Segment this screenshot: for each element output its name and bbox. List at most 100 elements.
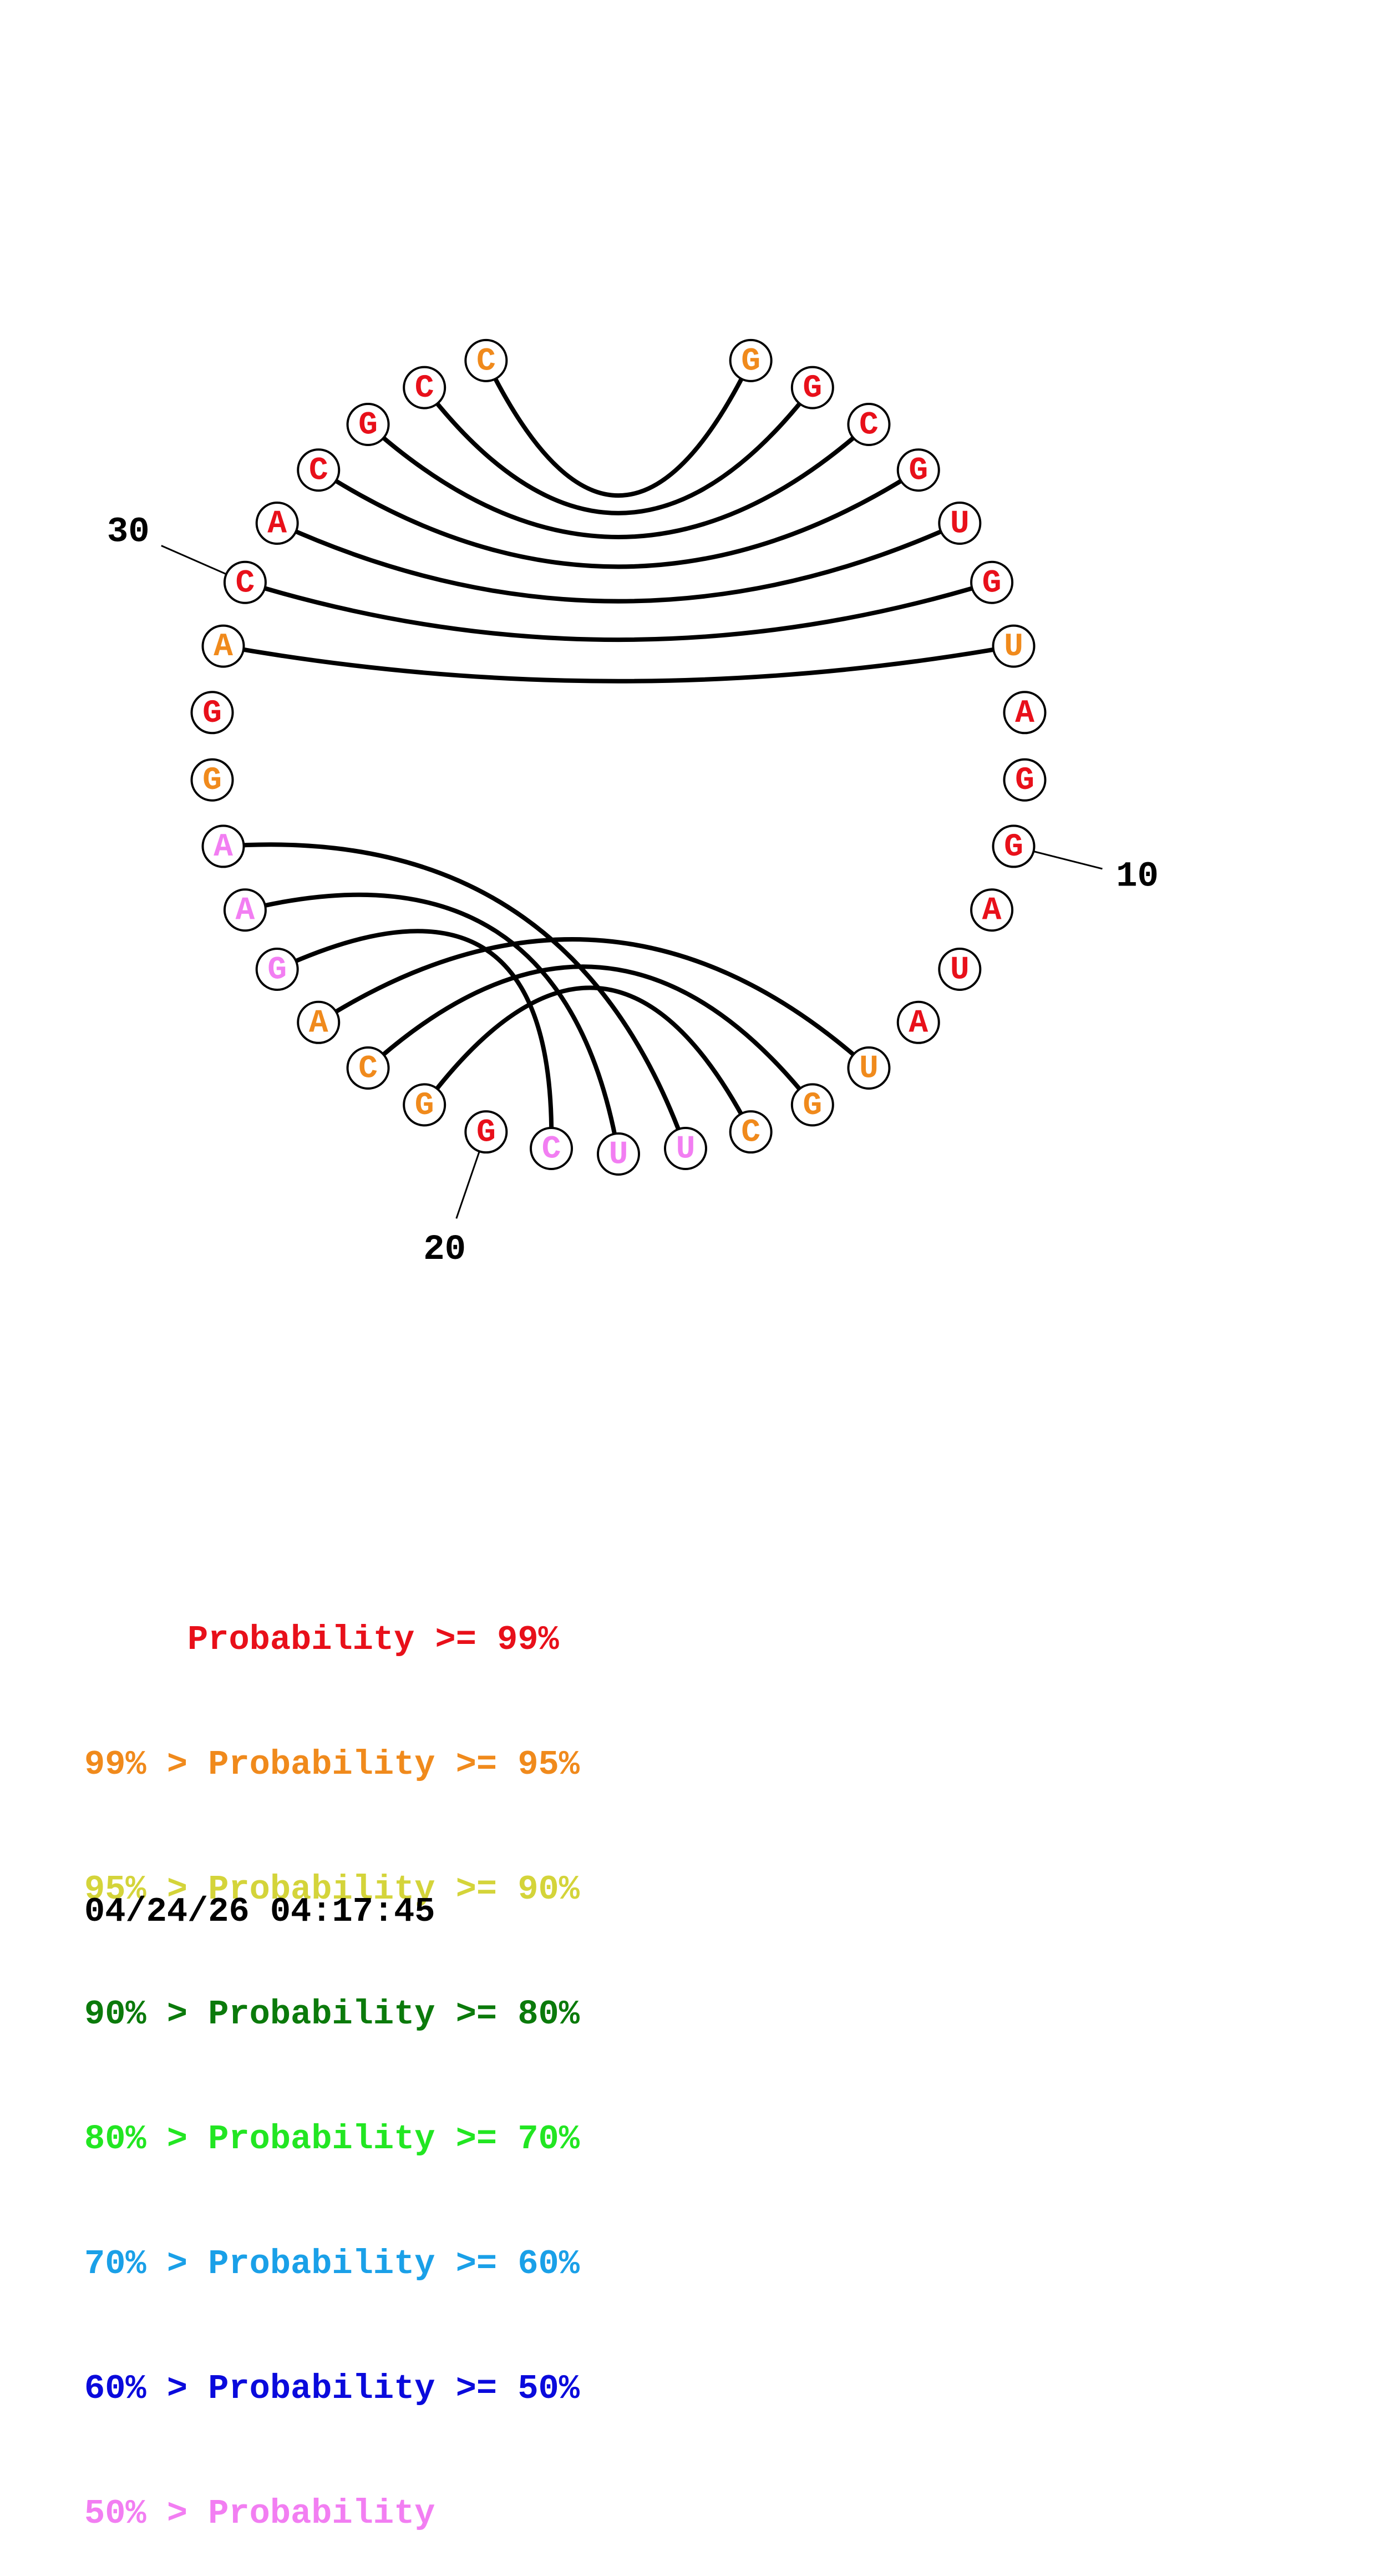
nucleotide-letter: G bbox=[1015, 763, 1034, 799]
legend-row: 60% > Probability >= 50% bbox=[84, 2369, 580, 2408]
nucleotide-circle bbox=[790, 1083, 834, 1127]
tick-line bbox=[455, 1151, 480, 1219]
nucleotide: C bbox=[464, 338, 508, 382]
nucleotide-letter: G bbox=[1004, 829, 1023, 866]
base-pair-arc bbox=[317, 937, 871, 1070]
nucleotide-letter: G bbox=[803, 1088, 822, 1124]
nucleotide-circle bbox=[992, 624, 1036, 668]
nucleotide: G bbox=[190, 691, 234, 735]
position-label: 30 bbox=[107, 512, 150, 552]
base-pair-arc bbox=[366, 423, 871, 539]
base-pair-arc bbox=[222, 644, 1014, 684]
nucleotide-letter: A bbox=[982, 893, 1002, 929]
nucleotide: G bbox=[1003, 758, 1047, 802]
nucleotide-letter: A bbox=[1015, 696, 1034, 732]
nucleotide-letter: G bbox=[982, 565, 1002, 601]
position-ticks: 10 20 30 bbox=[107, 512, 1159, 1270]
nucleotide-circle bbox=[464, 1110, 508, 1154]
nucleotide: C bbox=[530, 1126, 574, 1170]
nucleotide: G bbox=[790, 366, 834, 409]
legend-row: 80% > Probability >= 70% bbox=[84, 2119, 580, 2159]
nucleotide-circle bbox=[1003, 691, 1047, 735]
nucleotide-letter: U bbox=[859, 1051, 879, 1087]
nucleotide-letter: U bbox=[1004, 629, 1023, 665]
nucleotide-circle bbox=[896, 448, 940, 492]
nucleotide-circle bbox=[1003, 758, 1047, 802]
legend-row: 50% > Probability bbox=[84, 2494, 435, 2533]
nucleotide-letter: G bbox=[803, 371, 822, 407]
base-pair-arc bbox=[317, 468, 920, 569]
nucleotide-letter: A bbox=[236, 893, 255, 929]
nucleotide-circle bbox=[255, 948, 299, 991]
position-label: 10 bbox=[1116, 857, 1159, 897]
nucleotide-circle bbox=[223, 888, 267, 932]
nucleotide: A bbox=[201, 824, 245, 868]
nucleotide: G bbox=[790, 1083, 834, 1127]
nucleotide: G bbox=[729, 338, 773, 382]
nucleotide: G bbox=[464, 1110, 508, 1154]
timestamp: 04/24/26 04:17:45 bbox=[84, 1892, 435, 1931]
base-pair-arc bbox=[423, 386, 814, 515]
nucleotide: G bbox=[992, 824, 1036, 868]
nucleotide-circle bbox=[729, 1110, 773, 1154]
nucleotide-circle bbox=[190, 691, 234, 735]
legend-row: 95% > Probability >= 90% bbox=[84, 1870, 580, 1909]
nucleotide-letter: U bbox=[676, 1131, 696, 1167]
nucleotide-circle bbox=[847, 1046, 891, 1090]
nucleotide-circle bbox=[663, 1126, 707, 1170]
nucleotide: A bbox=[297, 1000, 341, 1044]
nucleotide-letter: G bbox=[202, 696, 222, 732]
nucleotide-letter: C bbox=[236, 565, 255, 601]
nucleotide: A bbox=[896, 1000, 940, 1044]
nucleotide: G bbox=[970, 560, 1014, 604]
nucleotide-circle bbox=[297, 448, 341, 492]
nucleotide: U bbox=[663, 1126, 707, 1170]
legend-row: Probability >= 99% bbox=[84, 1620, 559, 1659]
nucleotide: G bbox=[190, 758, 234, 802]
nucleotide: U bbox=[992, 624, 1036, 668]
nucleotide: C bbox=[223, 560, 267, 604]
nucleotide: A bbox=[255, 501, 299, 545]
nucleotide-circle bbox=[970, 888, 1014, 932]
nucleotide-circle bbox=[403, 366, 447, 409]
nucleotide-letter: G bbox=[358, 407, 378, 443]
nucleotide-letter: A bbox=[214, 829, 233, 866]
nucleotide-circle bbox=[992, 824, 1036, 868]
nucleotide: A bbox=[970, 888, 1014, 932]
nucleotide-circle bbox=[201, 624, 245, 668]
nucleotide-letter: G bbox=[741, 343, 760, 379]
legend-row: 90% > Probability >= 80% bbox=[84, 1995, 580, 2034]
nucleotide: A bbox=[223, 888, 267, 932]
nucleotide-circle bbox=[297, 1000, 341, 1044]
nucleotide: G bbox=[896, 448, 940, 492]
nucleotide-letter: C bbox=[741, 1115, 760, 1151]
base-pair-arc bbox=[276, 521, 961, 604]
nucleotide-letter: C bbox=[358, 1051, 378, 1087]
nucleotide-letter: U bbox=[950, 506, 970, 542]
nucleotide-circle bbox=[190, 758, 234, 802]
nucleotide-letter: G bbox=[267, 953, 287, 989]
probability-legend: Probability >= 99% 99% > Probability >= … bbox=[84, 1536, 580, 2576]
nucleotide: C bbox=[297, 448, 341, 492]
nucleotide-letter: C bbox=[542, 1131, 561, 1167]
nucleotide-letter: G bbox=[476, 1115, 496, 1151]
nucleotide-circle bbox=[346, 1046, 390, 1090]
tick-line bbox=[1033, 851, 1103, 870]
nucleotide: G bbox=[403, 1083, 447, 1127]
nucleotide: G bbox=[346, 402, 390, 446]
nucleotide: C bbox=[403, 366, 447, 409]
nucleotide-letter: G bbox=[909, 453, 928, 489]
base-pair-arc bbox=[223, 842, 688, 1150]
nucleotide: U bbox=[938, 948, 982, 991]
nucleotide-circle bbox=[597, 1132, 640, 1176]
nucleotide-letter: C bbox=[476, 343, 496, 379]
base-pair-arcs bbox=[222, 360, 1014, 1155]
nucleotide-letter: A bbox=[309, 1005, 328, 1041]
nucleotide-circle bbox=[346, 402, 390, 446]
nucleotide-letter: U bbox=[950, 953, 970, 989]
nucleotide-circle bbox=[938, 501, 982, 545]
nucleotide-letter: G bbox=[415, 1088, 434, 1124]
nucleotide-circle bbox=[530, 1126, 574, 1170]
nucleotide: C bbox=[346, 1046, 390, 1090]
